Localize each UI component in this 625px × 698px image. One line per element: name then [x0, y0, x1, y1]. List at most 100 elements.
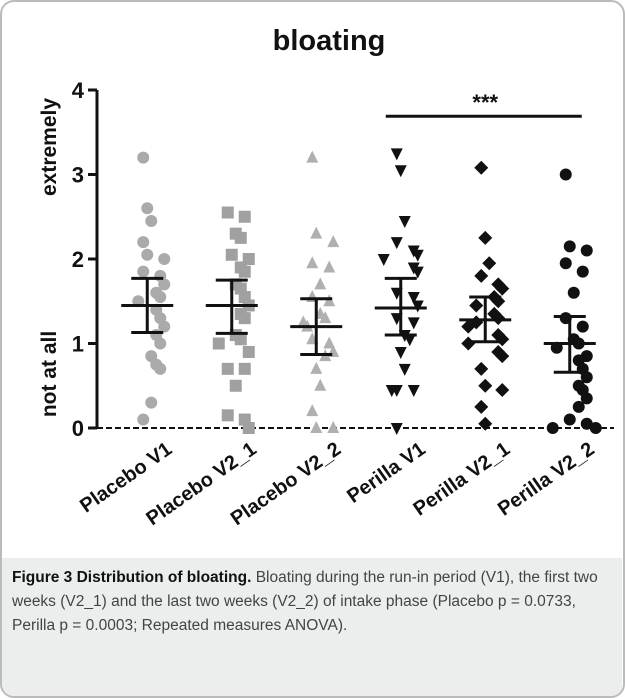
point	[158, 320, 171, 333]
point	[394, 165, 407, 178]
point	[394, 346, 407, 359]
y-tick-label: 1	[72, 332, 84, 357]
point	[559, 257, 572, 270]
point	[238, 312, 251, 325]
point	[306, 404, 319, 417]
point	[145, 214, 158, 227]
y-label-bottom: not at all	[38, 331, 61, 417]
point	[319, 311, 332, 324]
point	[310, 361, 323, 374]
point	[377, 254, 390, 266]
point	[390, 148, 403, 161]
point	[478, 416, 493, 431]
point	[559, 168, 572, 181]
point	[478, 230, 493, 245]
point	[234, 231, 247, 244]
point	[137, 265, 150, 278]
point	[580, 392, 593, 405]
point	[385, 384, 398, 397]
point	[323, 294, 336, 307]
point	[314, 277, 327, 290]
point	[474, 268, 489, 283]
point	[580, 417, 593, 430]
point	[411, 300, 424, 313]
chart: bloating extremely not at all 01234Place…	[38, 25, 614, 530]
y-tick-label: 3	[72, 163, 84, 188]
point	[158, 278, 171, 291]
y-tick-label: 2	[72, 247, 84, 272]
point	[242, 422, 255, 434]
point	[572, 400, 585, 413]
chart-title: bloating	[273, 25, 386, 57]
point	[327, 421, 340, 433]
point	[398, 215, 411, 228]
y-tick-label: 4	[72, 78, 85, 103]
point	[474, 361, 489, 376]
point	[314, 378, 327, 391]
significance-label: ***	[472, 90, 498, 115]
caption-title: Figure 3 Distribution of bloating.	[12, 569, 252, 586]
point	[137, 413, 150, 426]
point	[242, 345, 255, 358]
point	[238, 362, 251, 375]
point	[310, 226, 323, 239]
point	[323, 260, 336, 273]
point	[567, 286, 580, 299]
point	[145, 396, 158, 409]
point	[221, 409, 234, 422]
point	[225, 248, 238, 261]
point	[158, 253, 171, 265]
point	[469, 298, 484, 313]
point	[221, 362, 234, 375]
point	[495, 382, 510, 397]
point	[154, 337, 167, 350]
point	[141, 248, 154, 261]
point	[482, 256, 497, 271]
point	[407, 292, 420, 305]
point	[461, 336, 476, 351]
point	[221, 206, 234, 219]
point	[576, 265, 589, 278]
point	[563, 240, 576, 253]
point	[306, 256, 319, 269]
point	[576, 320, 589, 333]
point	[495, 349, 510, 364]
point	[403, 334, 416, 347]
point	[546, 422, 559, 434]
point	[141, 202, 154, 215]
point	[327, 235, 340, 248]
point	[234, 333, 247, 346]
point	[478, 378, 493, 393]
point	[323, 336, 336, 349]
point	[495, 281, 510, 296]
point	[474, 160, 489, 175]
point	[390, 423, 403, 435]
point	[306, 150, 319, 163]
y-tick-label: 0	[72, 416, 84, 441]
point	[563, 413, 576, 426]
point	[238, 265, 251, 278]
caption: Figure 3 Distribution of bloating. Bloat…	[2, 558, 622, 696]
point	[407, 317, 420, 330]
point	[580, 371, 593, 384]
point	[238, 210, 251, 223]
point	[491, 311, 506, 326]
point	[154, 362, 167, 375]
point	[154, 291, 167, 304]
point	[474, 399, 489, 414]
point	[411, 266, 424, 279]
point	[461, 319, 476, 334]
point	[229, 379, 242, 392]
point	[580, 244, 593, 257]
point	[137, 236, 150, 249]
point	[212, 337, 225, 350]
point	[310, 421, 323, 433]
caption-text: Bloating during the run-in period (V1), …	[12, 569, 598, 634]
point	[407, 384, 420, 397]
y-label-top: extremely	[38, 98, 61, 196]
point	[137, 151, 150, 164]
point	[411, 249, 424, 262]
point	[390, 237, 403, 250]
point	[398, 363, 411, 376]
